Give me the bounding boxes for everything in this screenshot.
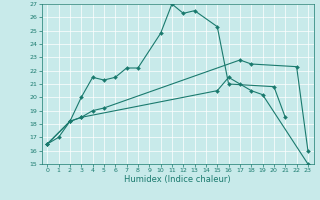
- X-axis label: Humidex (Indice chaleur): Humidex (Indice chaleur): [124, 175, 231, 184]
